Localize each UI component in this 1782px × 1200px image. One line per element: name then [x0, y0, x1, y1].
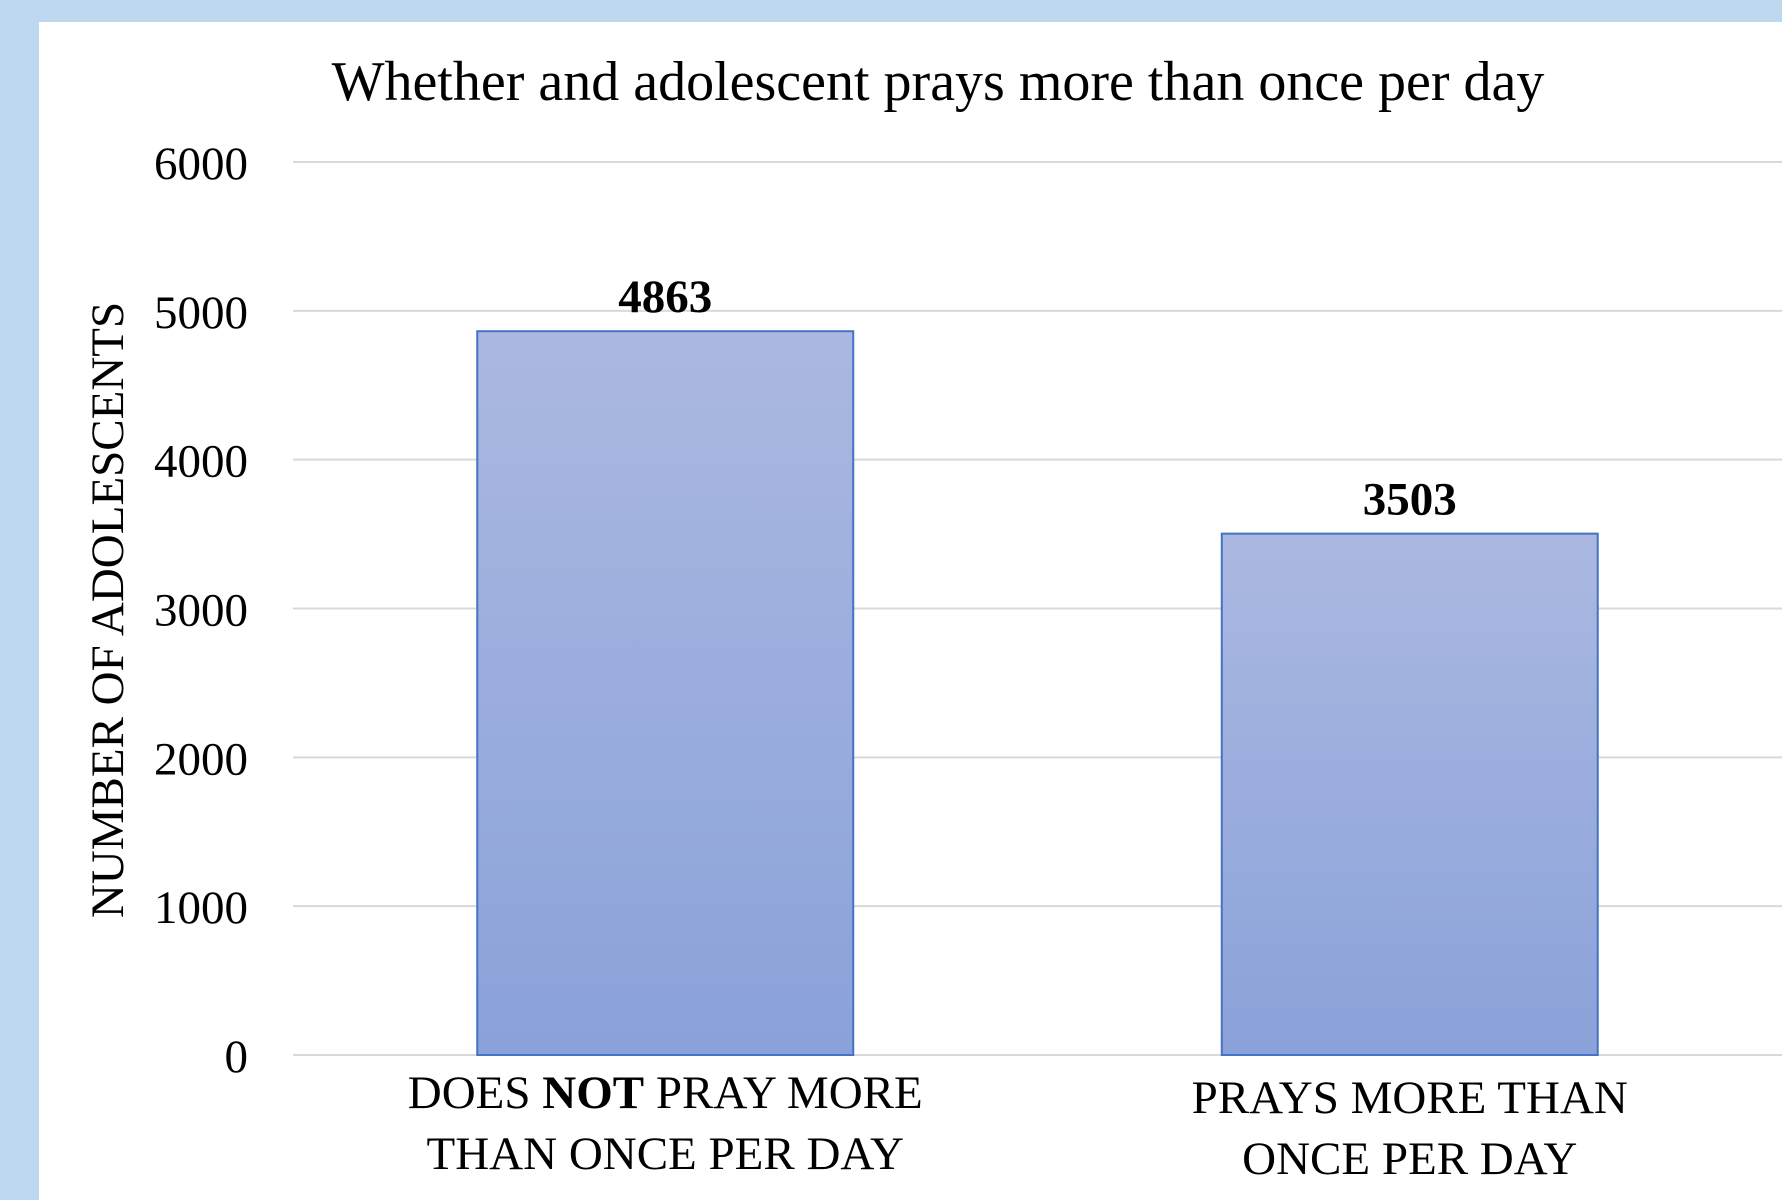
y-tick-label: 1000 — [154, 882, 248, 934]
y-tick-label: 0 — [225, 1031, 249, 1083]
bars — [476, 330, 1599, 1056]
y-axis-ticks: 0 1000 2000 3000 4000 5000 6000 — [154, 138, 248, 1083]
chart-title: Whether and adolescent prays more than o… — [332, 51, 1545, 113]
x-axis-categories: DOES NOT PRAY MORE THAN ONCE PER DAY PRAYS… — [408, 1067, 1628, 1185]
x-category-text: PRAYS MORE THAN — [1192, 1072, 1628, 1124]
y-tick-label: 4000 — [154, 436, 248, 488]
y-tick-label: 5000 — [154, 287, 248, 339]
bar — [1220, 532, 1599, 1056]
y-tick-label: 6000 — [154, 138, 248, 190]
x-category-text: DOES — [408, 1067, 542, 1119]
x-category-label: ONCE PER DAY — [1242, 1133, 1577, 1185]
x-category-label: THAN ONCE PER DAY — [427, 1128, 904, 1180]
y-tick-label: 2000 — [154, 733, 248, 785]
bar — [476, 330, 855, 1056]
x-category-text: PRAY MORE — [644, 1067, 923, 1119]
y-tick-label: 3000 — [154, 585, 248, 637]
x-category-text: ONCE PER DAY — [1242, 1133, 1577, 1185]
y-axis-label: NUMBER OF ADOLESCENTS — [82, 302, 134, 918]
x-category-emphasis: NOT — [542, 1067, 644, 1119]
data-label: 4863 — [618, 271, 712, 323]
data-label: 3503 — [1363, 474, 1457, 526]
x-category-label: DOES NOT PRAY MORE — [408, 1067, 923, 1119]
x-category-text: THAN ONCE PER DAY — [427, 1128, 904, 1180]
x-category-label: PRAYS MORE THAN — [1192, 1072, 1628, 1124]
data-labels: 4863 3503 — [618, 271, 1457, 525]
